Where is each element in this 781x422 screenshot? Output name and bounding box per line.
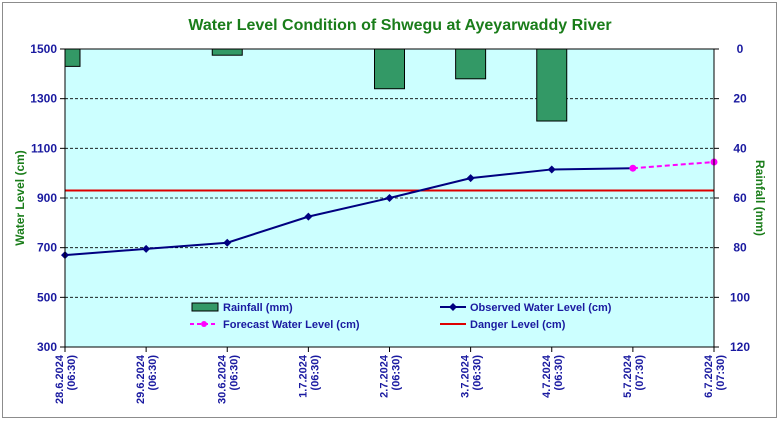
x-tick-label: 29.6.2024 (06:30)	[135, 354, 159, 404]
legend-rainfall-swatch	[191, 302, 219, 312]
x-tick-time: (06:30)	[309, 355, 321, 391]
y2-tick-label: 60	[733, 191, 747, 205]
x-tick-time: (06:30)	[228, 355, 240, 391]
y-tick-label: 1300	[30, 92, 57, 106]
y-tick-label: 900	[37, 191, 57, 205]
x-tick-label: 30.6.2024 (06:30)	[216, 354, 240, 404]
y-tick-label: 700	[37, 241, 57, 255]
x-tick-time: (06:30)	[391, 355, 403, 391]
x-tick-date: 3.7.2024	[460, 354, 472, 398]
x-tick-date: 4.7.2024	[541, 354, 553, 398]
y-tick-label: 1100	[31, 141, 57, 155]
legend-danger-label: Danger Level (cm)	[470, 319, 566, 331]
x-tick-time: (06:30)	[66, 355, 78, 391]
x-tick-date: 6.7.2024	[703, 354, 715, 398]
y-axis-label: Water Level (cm)	[13, 150, 27, 246]
y2-tick-label: 20	[733, 92, 747, 106]
forecast-point	[629, 164, 637, 172]
legend-observed-marker	[449, 303, 457, 311]
rainfall-bar	[374, 48, 405, 90]
observed-series-line	[64, 167, 633, 257]
x-tick-date: 1.7.2024	[297, 354, 309, 398]
x-tick-date: 29.6.2024	[135, 354, 147, 404]
observed-point	[223, 238, 232, 247]
x-tick-date: 28.6.2024	[54, 354, 66, 404]
rainfall-bar	[64, 48, 81, 67]
x-tick-time: (06:30)	[472, 355, 484, 391]
x-tick-label: 1.7.2024 (06:30)	[297, 354, 321, 398]
x-tick-time: (06:30)	[147, 355, 159, 391]
x-tick-label: 4.7.2024 (06:30)	[541, 354, 565, 398]
forecast-series-line	[632, 160, 715, 170]
rainfall-bar	[455, 48, 487, 80]
observed-point	[547, 165, 556, 174]
y2-tick-label: 0	[737, 42, 744, 56]
legend-rainfall-label: Rainfall (mm)	[223, 302, 293, 314]
x-tick-time: (07:30)	[634, 355, 646, 391]
y2-tick-label: 80	[733, 241, 747, 255]
y2-axis-label: Rainfall (mm)	[753, 160, 767, 236]
observed-point	[466, 174, 475, 183]
y2-tick-label: 120	[730, 340, 750, 354]
legend: Rainfall (mm) Observed Water Level (cm) Fo…	[190, 302, 612, 331]
legend-forecast-marker	[201, 321, 207, 327]
observed-point	[385, 194, 394, 202]
y-tick-label: 500	[37, 290, 57, 304]
x-tick-time: (06:30)	[553, 355, 565, 391]
legend-observed-label: Observed Water Level (cm)	[470, 302, 612, 314]
y2-tick-label: 100	[730, 290, 750, 304]
rainfall-bar	[536, 48, 568, 122]
x-tick-time: (07:30)	[715, 355, 727, 391]
x-tick-label: 3.7.2024 (06:30)	[460, 354, 484, 398]
y2-tick-label: 40	[733, 141, 747, 155]
y-tick-label: 1500	[30, 42, 57, 56]
observed-point	[142, 244, 151, 253]
x-tick-date: 5.7.2024	[622, 354, 634, 398]
chart-title: Water Level Condition of Shwegu at Ayeya…	[188, 17, 611, 34]
observed-point	[304, 212, 313, 221]
x-tick-date: 30.6.2024	[216, 354, 228, 404]
rainfall-bar	[211, 48, 243, 56]
legend-forecast-label: Forecast Water Level (cm)	[223, 319, 360, 331]
x-tick-label: 28.6.2024 (06:30)	[54, 354, 78, 404]
x-tick-label: 2.7.2024 (06:30)	[379, 354, 403, 398]
x-tick-date: 2.7.2024	[379, 354, 391, 398]
x-tick-label: 5.7.2024 (07:30)	[622, 354, 646, 398]
x-tick-label: 6.7.2024 (07:30)	[703, 354, 727, 398]
y-tick-label: 300	[37, 340, 57, 354]
